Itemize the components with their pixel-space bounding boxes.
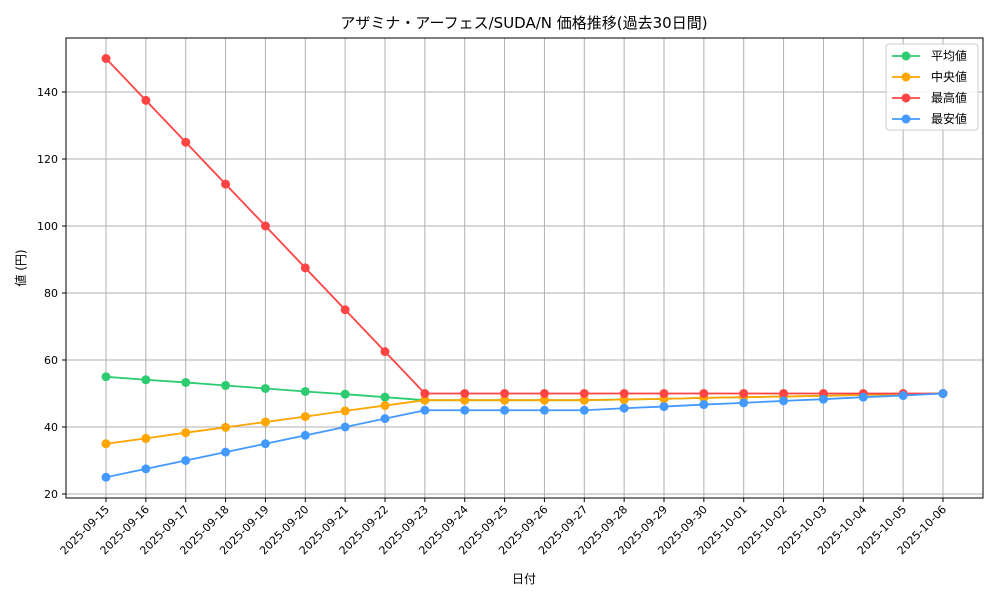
data-point xyxy=(221,179,231,189)
data-point xyxy=(500,405,510,415)
data-point xyxy=(898,391,908,401)
legend-marker xyxy=(901,93,911,103)
data-point xyxy=(500,389,510,398)
data-point xyxy=(141,464,151,474)
data-point xyxy=(300,430,310,440)
data-point xyxy=(260,439,270,449)
data-point xyxy=(141,433,151,443)
y-tick-label: 40 xyxy=(44,421,58,434)
legend-label: 平均値 xyxy=(931,48,967,63)
data-point xyxy=(460,389,470,398)
data-point xyxy=(221,422,231,432)
data-point xyxy=(340,422,350,432)
data-point xyxy=(260,221,270,231)
data-point xyxy=(699,389,709,398)
series-layer xyxy=(101,54,948,482)
data-point xyxy=(938,389,948,398)
data-point xyxy=(779,396,789,406)
legend-label: 中央値 xyxy=(931,69,967,84)
data-point xyxy=(221,447,231,457)
data-point xyxy=(420,395,430,405)
data-point xyxy=(539,405,549,415)
y-tick-label: 20 xyxy=(44,488,58,501)
data-point xyxy=(221,380,231,390)
data-point xyxy=(619,403,629,413)
x-axis-label: 日付 xyxy=(512,572,536,586)
data-point xyxy=(858,392,868,402)
data-point xyxy=(101,472,111,482)
y-tick-label: 100 xyxy=(37,220,58,233)
data-point xyxy=(380,392,390,402)
y-tick-label: 60 xyxy=(44,354,58,367)
data-point xyxy=(141,95,151,105)
data-point xyxy=(420,405,430,415)
data-point xyxy=(141,375,151,385)
data-point xyxy=(340,389,350,399)
legend-label: 最安値 xyxy=(931,111,967,126)
legend-marker xyxy=(901,72,911,82)
data-point xyxy=(101,439,111,449)
data-point xyxy=(300,263,310,273)
legend-marker xyxy=(901,114,911,124)
data-point xyxy=(181,428,191,438)
data-point xyxy=(739,389,749,398)
data-point xyxy=(579,395,589,405)
series-line xyxy=(105,57,943,395)
data-point xyxy=(659,389,669,398)
data-point xyxy=(420,389,430,398)
data-point xyxy=(340,406,350,416)
y-ticks: 20 40 60 80 100 120 140 xyxy=(37,86,66,501)
chart-title: アザミナ・アーフェス/SUDA/N 価格推移(過去30日間) xyxy=(340,14,707,32)
data-point xyxy=(340,305,350,315)
data-point xyxy=(181,377,191,387)
data-point xyxy=(181,456,191,465)
data-point xyxy=(101,54,111,63)
data-point xyxy=(300,412,310,422)
data-point xyxy=(101,372,111,382)
data-point xyxy=(779,389,789,398)
data-point xyxy=(460,405,470,415)
legend-box xyxy=(885,43,979,131)
data-point xyxy=(260,417,270,427)
data-point xyxy=(659,402,669,412)
data-point xyxy=(619,389,629,398)
data-point xyxy=(380,401,390,411)
data-point xyxy=(460,395,470,405)
data-point xyxy=(380,414,390,424)
data-point xyxy=(699,400,709,410)
data-point xyxy=(739,398,749,408)
legend-label: 最高値 xyxy=(931,90,967,105)
data-point xyxy=(579,389,589,398)
data-point xyxy=(260,383,270,393)
data-point xyxy=(539,395,549,405)
data-point xyxy=(300,386,310,396)
data-point xyxy=(181,137,191,147)
data-point xyxy=(500,395,510,405)
data-point xyxy=(539,389,549,398)
series-line xyxy=(105,392,944,445)
data-point xyxy=(579,405,589,415)
series-line xyxy=(105,392,944,479)
plot-frame xyxy=(65,37,984,499)
data-point xyxy=(380,347,390,357)
x-ticks: 2025-09-152025-09-162025-09-172025-09-18… xyxy=(58,498,949,557)
y-tick-label: 140 xyxy=(37,86,58,99)
data-point xyxy=(818,394,828,404)
y-axis-label: 値 (円) xyxy=(13,249,28,286)
legend-marker xyxy=(901,51,911,61)
grid xyxy=(66,38,983,498)
y-tick-label: 80 xyxy=(44,287,58,300)
y-tick-label: 120 xyxy=(37,153,58,166)
